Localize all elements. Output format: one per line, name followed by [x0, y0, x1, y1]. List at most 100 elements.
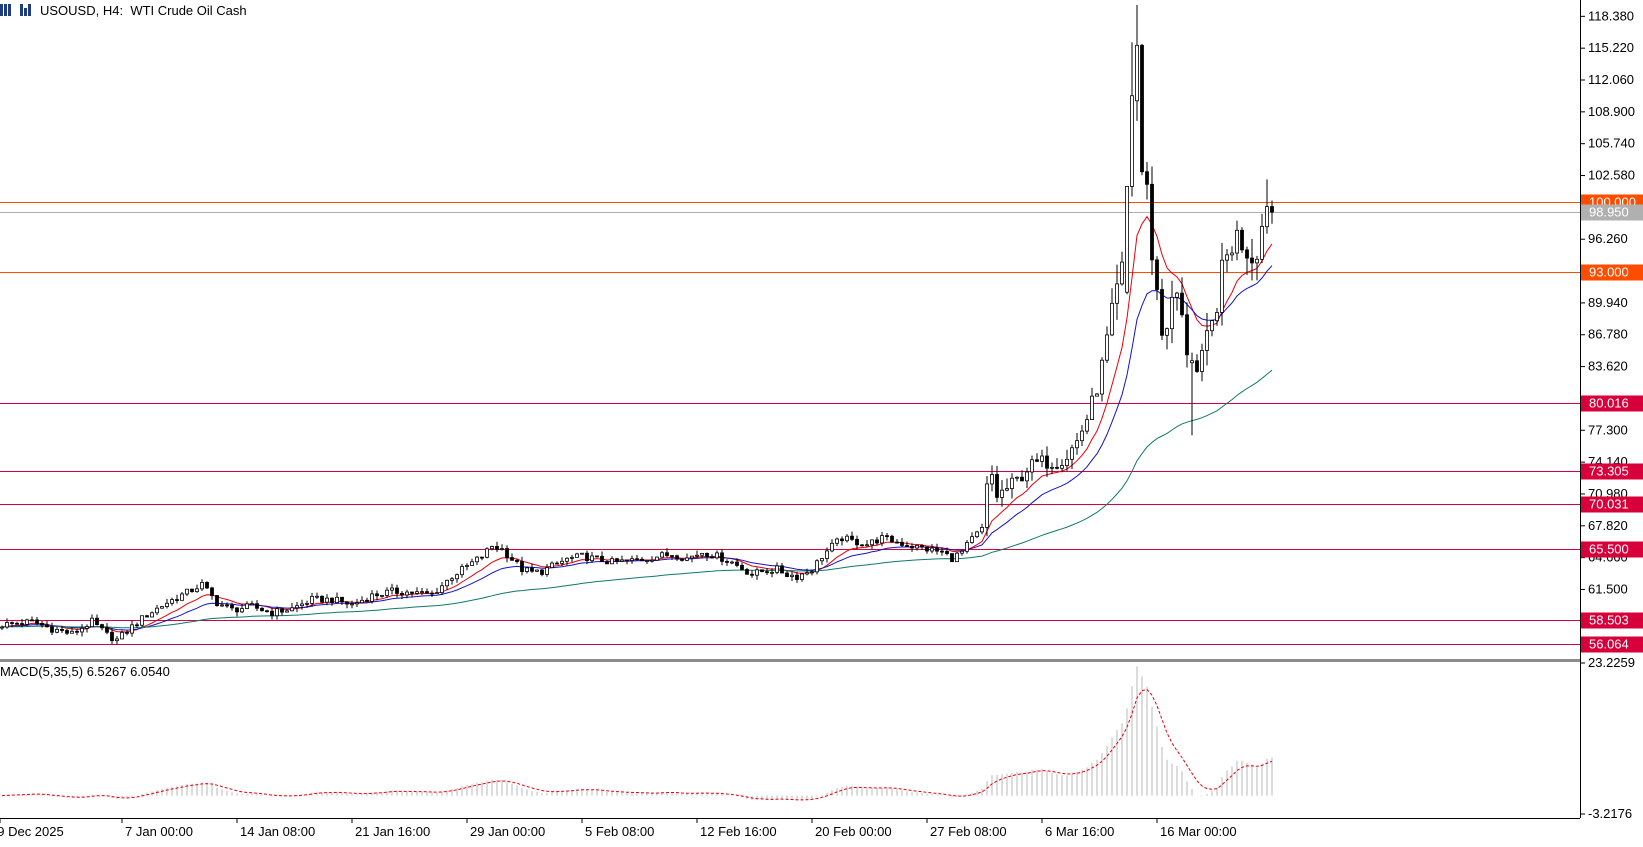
- candle-body: [155, 607, 159, 614]
- candle-body: [785, 572, 789, 578]
- candle-body: [570, 556, 574, 559]
- candle-body: [545, 567, 549, 575]
- candle-body: [775, 565, 779, 573]
- candle-body: [1020, 476, 1024, 482]
- candle-body: [630, 558, 634, 561]
- candle-body: [1115, 283, 1119, 304]
- candle-body: [635, 558, 639, 561]
- candle-body: [905, 545, 909, 547]
- candle-body: [285, 610, 289, 613]
- level-tag: [1581, 395, 1643, 412]
- candle-body: [115, 638, 119, 642]
- candle-body: [270, 610, 274, 617]
- candle-body: [465, 565, 469, 567]
- candle-body: [1030, 459, 1034, 473]
- candle-body: [380, 595, 384, 597]
- candle-body: [1090, 395, 1094, 420]
- candle-body: [1230, 252, 1234, 256]
- candle-body: [280, 608, 284, 613]
- candle-body: [60, 628, 64, 631]
- y-tick-label: 118.380: [1588, 8, 1634, 23]
- candle-body: [1205, 330, 1209, 351]
- candle-body: [640, 558, 644, 562]
- candle-body: [760, 569, 764, 573]
- candle-body: [505, 548, 509, 558]
- candle-body: [1045, 455, 1049, 469]
- ma-fast-line: [1, 215, 1273, 633]
- candle-body: [250, 603, 254, 606]
- candle-body: [1240, 229, 1244, 251]
- x-tick-label: 20 Feb 00:00: [815, 824, 892, 839]
- candle-body: [430, 592, 434, 595]
- macd-signal-line: [1, 688, 1273, 801]
- candle-body: [1040, 455, 1044, 462]
- candle-body: [385, 589, 389, 596]
- candle-body: [1065, 458, 1069, 466]
- level-tag: [1581, 264, 1643, 281]
- candle-body: [880, 535, 884, 544]
- candle-body: [275, 608, 279, 617]
- candle-body: [15, 622, 19, 625]
- candle-body: [1145, 171, 1149, 185]
- candle-body: [795, 574, 799, 580]
- ma-mid-line: [1, 265, 1273, 631]
- candle-body: [770, 571, 774, 574]
- candle-body: [125, 631, 129, 634]
- level-tag: [1581, 496, 1643, 513]
- candle-body: [1135, 44, 1139, 102]
- candle-body: [1095, 393, 1099, 397]
- candle-body: [940, 550, 944, 553]
- candle-body: [755, 569, 759, 576]
- candle-body: [350, 603, 354, 606]
- candle-body: [1170, 296, 1174, 330]
- candle-body: [885, 535, 889, 538]
- level-tag-label: 58.503: [1589, 613, 1629, 628]
- level-tag-label: 98.950: [1589, 205, 1629, 220]
- candle-body: [920, 545, 924, 548]
- candle-body: [600, 555, 604, 562]
- candle-body: [830, 542, 834, 552]
- candle-body: [690, 555, 694, 559]
- candle-body: [1105, 334, 1109, 361]
- candle-body: [555, 562, 559, 565]
- candle-body: [925, 546, 929, 552]
- candle-body: [1155, 259, 1159, 290]
- x-tick-label: 14 Jan 08:00: [240, 824, 315, 839]
- candle-body: [150, 612, 154, 618]
- candle-body: [790, 574, 794, 578]
- candle-body: [1250, 257, 1254, 264]
- candle-body: [1220, 259, 1224, 313]
- candle-body: [1075, 440, 1079, 449]
- candle-body: [450, 578, 454, 581]
- candle-body: [670, 555, 674, 557]
- candle-body: [895, 541, 899, 544]
- candle-body: [80, 627, 84, 633]
- candle-body: [1175, 292, 1179, 298]
- candle-body: [255, 603, 259, 609]
- candle-body: [575, 553, 579, 558]
- candle-body: [405, 591, 409, 596]
- candle-body: [715, 552, 719, 559]
- candle-body: [140, 615, 144, 626]
- candle-body: [875, 539, 879, 544]
- candle-body: [1265, 206, 1269, 228]
- candle-body: [1005, 488, 1009, 491]
- candle-body: [85, 626, 89, 629]
- candle-body: [515, 559, 519, 562]
- candle-body: [1195, 360, 1199, 372]
- candle-body: [295, 605, 299, 609]
- candle-body: [1200, 350, 1204, 372]
- candle-body: [45, 624, 49, 628]
- candle-body: [100, 624, 104, 629]
- candle-body: [400, 593, 404, 596]
- y-tick-label: 112.060: [1588, 72, 1634, 87]
- candle-body: [1070, 447, 1074, 460]
- candle-body: [440, 585, 444, 594]
- candle-body: [865, 544, 869, 547]
- candle-body: [225, 604, 229, 607]
- candle-body: [850, 535, 854, 540]
- level-tag: [1581, 463, 1643, 480]
- candle-body: [1025, 471, 1029, 482]
- candle-body: [1160, 289, 1164, 336]
